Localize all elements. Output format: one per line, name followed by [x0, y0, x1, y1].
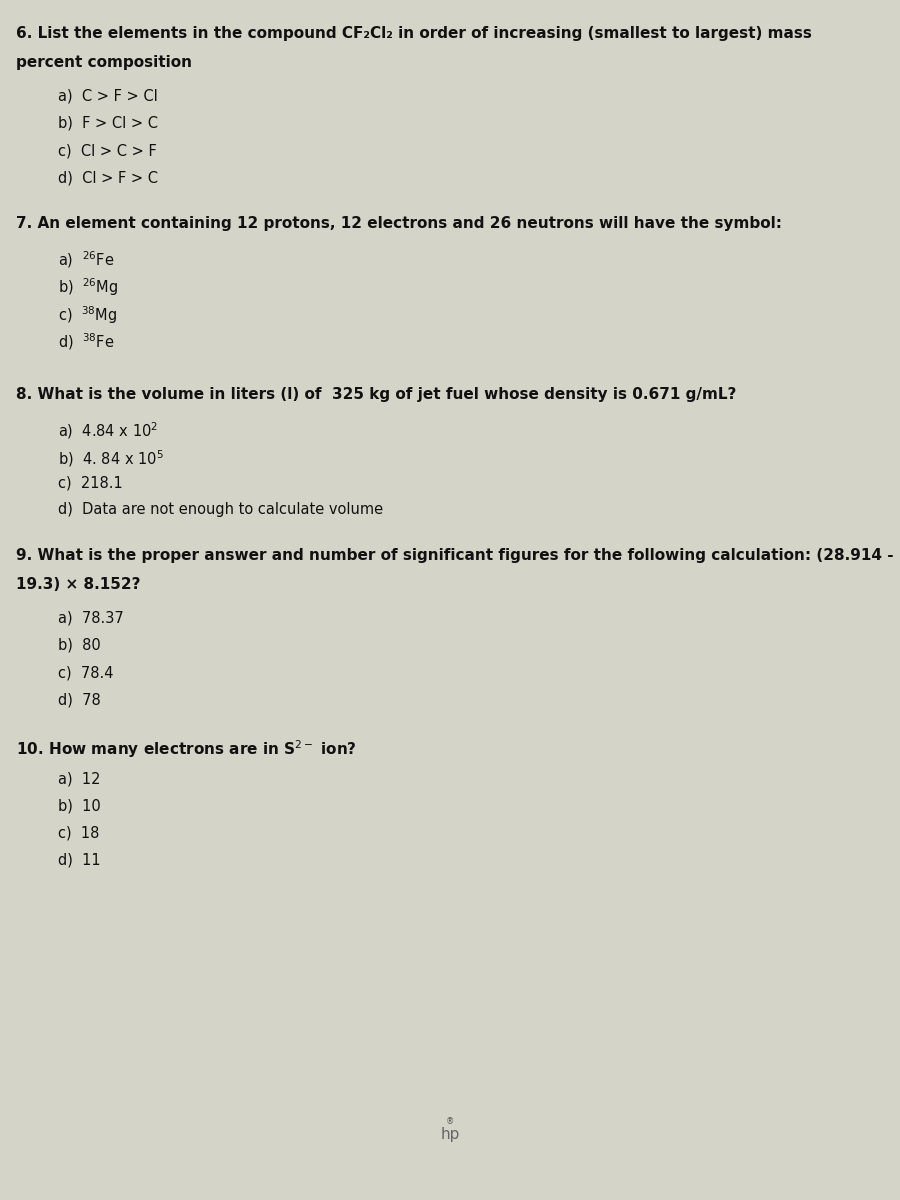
Text: 19.3) × 8.152?: 19.3) × 8.152?	[16, 577, 140, 593]
Text: a)  4.84 x 10$^{2}$: a) 4.84 x 10$^{2}$	[58, 421, 158, 442]
Text: 6. List the elements in the compound CF₂Cl₂ in order of increasing (smallest to : 6. List the elements in the compound CF₂…	[16, 26, 812, 41]
Text: 9. What is the proper answer and number of significant figures for the following: 9. What is the proper answer and number …	[16, 548, 894, 563]
Text: b)  10: b) 10	[58, 799, 101, 814]
Text: d)  11: d) 11	[58, 853, 101, 868]
Text: 8. What is the volume in liters (l) of  325 kg of jet fuel whose density is 0.67: 8. What is the volume in liters (l) of 3…	[16, 388, 736, 402]
Text: a)  12: a) 12	[58, 772, 101, 786]
Text: b)  80: b) 80	[58, 638, 101, 653]
Text: a)  78.37: a) 78.37	[58, 611, 124, 625]
Text: hp: hp	[440, 1127, 460, 1142]
Text: c)  Cl > C > F: c) Cl > C > F	[58, 143, 158, 158]
Text: 7. An element containing 12 protons, 12 electrons and 26 neutrons will have the : 7. An element containing 12 protons, 12 …	[16, 216, 782, 232]
Text: a)  C > F > Cl: a) C > F > Cl	[58, 89, 158, 103]
Text: b)  $^{26}$Mg: b) $^{26}$Mg	[58, 277, 119, 299]
Text: percent composition: percent composition	[16, 55, 193, 71]
Text: d)  $^{38}$Fe: d) $^{38}$Fe	[58, 331, 115, 352]
Text: b)  4. 84 x 10$^{5}$: b) 4. 84 x 10$^{5}$	[58, 448, 165, 468]
Text: c)  $^{38}$Mg: c) $^{38}$Mg	[58, 304, 118, 325]
Text: d)  Cl > F > C: d) Cl > F > C	[58, 170, 158, 185]
Text: b)  F > Cl > C: b) F > Cl > C	[58, 116, 158, 131]
Text: ®: ®	[446, 1117, 454, 1127]
Text: 10. How many electrons are in S$^{2-}$ ion?: 10. How many electrons are in S$^{2-}$ i…	[16, 738, 357, 760]
Text: d)  78: d) 78	[58, 692, 101, 707]
Text: a)  $^{26}$Fe: a) $^{26}$Fe	[58, 250, 115, 270]
Text: c)  218.1: c) 218.1	[58, 475, 123, 490]
Text: c)  78.4: c) 78.4	[58, 665, 114, 680]
Text: d)  Data are not enough to calculate volume: d) Data are not enough to calculate volu…	[58, 502, 383, 517]
Text: c)  18: c) 18	[58, 826, 100, 841]
